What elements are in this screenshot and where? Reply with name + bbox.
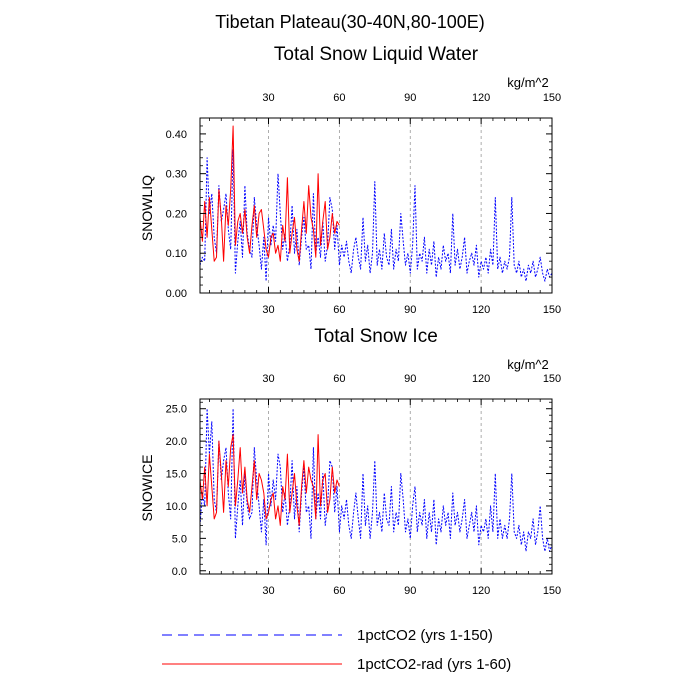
snowice-x-tick-label-120: 120 — [472, 585, 490, 597]
snowliq-y-tick-label-4: 0.40 — [166, 129, 187, 141]
snowice-y-tick-label-5: 25.0 — [166, 404, 187, 416]
snowliq-panel: Total Snow Liquid Water kg/m^2 SNOWLIQ 3… — [139, 44, 561, 316]
snowliq-y-tick-label-3: 0.30 — [166, 169, 187, 181]
snowliq-x-top-tick-label-60: 60 — [333, 92, 345, 104]
figure-title: Tibetan Plateau(30-40N,80-100E) — [215, 12, 485, 32]
snowliq-plot-frame — [199, 117, 553, 294]
snowliq-x-tick-label-150: 150 — [543, 304, 561, 316]
snowliq-x-tick-label-90: 90 — [404, 304, 416, 316]
snowliq-x-top-tick-label-30: 30 — [262, 92, 274, 104]
snowice-y-tick-label-2: 10.0 — [166, 501, 187, 513]
snowice-gridlines — [268, 399, 482, 574]
snowice-x-top-tick-label-90: 90 — [404, 373, 416, 385]
snowliq-gridlines — [268, 118, 482, 293]
snowice-x-tick-label-150: 150 — [543, 585, 561, 597]
snowliq-y-tick-label-2: 0.20 — [166, 208, 187, 220]
snowliq-x-tick-label-30: 30 — [262, 304, 274, 316]
snowliq-y-axis-label: SNOWLIQ — [139, 175, 155, 241]
snowice-series-line-1pctco2 — [199, 408, 553, 552]
legend-label-1pctco2: 1pctCO2 (yrs 1-150) — [357, 627, 493, 644]
snowice-x-top-tick-label-150: 150 — [543, 373, 561, 385]
snowliq-x-top-tick-label-90: 90 — [404, 92, 416, 104]
snowice-y-tick-label-0: 0.0 — [172, 566, 187, 578]
legend-item-1pctco2-rad: 1pctCO2-rad (yrs 1-60) — [162, 656, 511, 673]
snowliq-units-label: kg/m^2 — [507, 75, 549, 90]
snowice-x-tick-label-60: 60 — [333, 585, 345, 597]
snowice-series-line-1pctco2-rad — [199, 434, 340, 526]
snowice-y-tick-label-1: 5.0 — [172, 533, 187, 545]
snowliq-x-tick-label-60: 60 — [333, 304, 345, 316]
snowliq-chart-title: Total Snow Liquid Water — [274, 44, 479, 65]
snowice-y-axis-label: SNOWICE — [139, 455, 155, 522]
snowliq-y-tick-label-1: 0.10 — [166, 248, 187, 260]
snowliq-x-top-tick-label-120: 120 — [472, 92, 490, 104]
snowliq-ticks: 30 30 60 60 90 90 120 120 150 150 0.00 0.10 0.20 0.30… — [166, 92, 562, 316]
snowice-chart-title: Total Snow Ice — [314, 326, 438, 347]
snowice-units-label: kg/m^2 — [507, 357, 549, 372]
snowliq-series-line-1pctco2 — [199, 149, 553, 282]
snowliq-x-tick-label-120: 120 — [472, 304, 490, 316]
snowice-x-top-tick-label-120: 120 — [472, 373, 490, 385]
snowice-series-group — [199, 408, 553, 552]
snowice-y-tick-label-4: 20.0 — [166, 436, 187, 448]
snowice-x-top-tick-label-60: 60 — [333, 373, 345, 385]
snowliq-y-tick-label-0: 0.00 — [166, 288, 187, 300]
snowliq-x-top-tick-label-150: 150 — [543, 92, 561, 104]
snowice-ticks: 30 30 60 60 90 90 120 120 150 150 0.0 5.0 10.0 15.0 20… — [166, 373, 562, 597]
snowice-panel: Total Snow Ice kg/m^2 SNOWICE 30 30 60 60 90… — [139, 326, 561, 597]
snowice-x-tick-label-90: 90 — [404, 585, 416, 597]
legend-label-1pctco2-rad: 1pctCO2-rad (yrs 1-60) — [357, 656, 511, 673]
legend: 1pctCO2 (yrs 1-150) 1pctCO2-rad (yrs 1-6… — [162, 627, 511, 673]
snowice-x-top-tick-label-30: 30 — [262, 373, 274, 385]
snowice-y-tick-label-3: 15.0 — [166, 469, 187, 481]
snowliq-series-group — [199, 125, 553, 282]
snowice-x-tick-label-30: 30 — [262, 585, 274, 597]
snowliq-series-line-1pctco2-rad — [199, 125, 340, 262]
legend-item-1pctco2: 1pctCO2 (yrs 1-150) — [162, 627, 493, 644]
